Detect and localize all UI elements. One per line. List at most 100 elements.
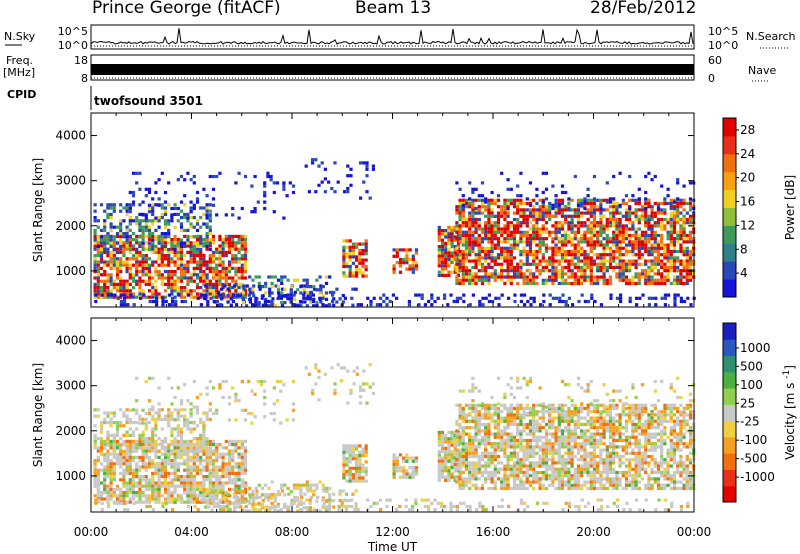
scatter-cell <box>348 476 352 480</box>
scatter-cell <box>619 293 623 297</box>
scatter-cell <box>147 465 152 469</box>
scatter-cell <box>163 459 168 463</box>
scatter-cell <box>455 467 459 471</box>
scatter-cell <box>273 496 277 500</box>
scatter-cell <box>183 446 187 450</box>
scatter-cell <box>453 466 457 470</box>
scatter-cell <box>364 469 368 474</box>
scatter-cell <box>576 253 581 257</box>
scatter-cell <box>672 214 677 218</box>
scatter-cell <box>461 480 465 484</box>
scatter-cell <box>147 408 152 412</box>
scatter-cell <box>647 237 651 241</box>
scatter-cell <box>99 446 104 450</box>
scatter-cell <box>157 437 161 441</box>
scatter-cell <box>147 232 152 236</box>
scatter-cell <box>234 481 238 485</box>
scatter-cell <box>618 237 622 241</box>
scatter-cell <box>335 287 339 291</box>
scatter-cell <box>679 243 683 247</box>
scatter-cell <box>106 247 110 251</box>
scatter-cell <box>170 213 174 217</box>
scatter-cell <box>244 304 249 308</box>
scatter-cell <box>580 203 584 207</box>
noise-tick-right-top: 10^5 <box>708 25 738 38</box>
scatter-cell <box>141 443 145 447</box>
scatter-cell <box>167 424 171 428</box>
scatter-cell <box>128 266 132 270</box>
scatter-cell <box>351 248 355 253</box>
scatter-cell <box>526 299 530 304</box>
scatter-cell <box>608 281 613 286</box>
scatter-cell <box>192 491 196 495</box>
scatter-cell <box>167 222 171 226</box>
scatter-cell <box>516 230 520 234</box>
scatter-cell <box>205 247 209 251</box>
scatter-cell <box>500 256 504 260</box>
scatter-cell <box>202 260 206 264</box>
scatter-cell <box>183 254 187 258</box>
scatter-cell <box>195 395 200 400</box>
scatter-cell <box>405 267 409 271</box>
scatter-cell <box>573 224 577 228</box>
scatter-cell <box>618 171 622 175</box>
scatter-cell <box>176 279 180 283</box>
scatter-cell <box>239 505 243 509</box>
scatter-cell <box>348 479 352 483</box>
scatter-cell <box>199 273 203 277</box>
scatter-cell <box>160 462 164 466</box>
scatter-cell <box>592 227 597 231</box>
scatter-cell <box>138 225 142 229</box>
scatter-cell <box>305 480 309 484</box>
scatter-cell <box>554 205 558 209</box>
scatter-cell <box>461 419 465 423</box>
scatter-cell <box>644 190 648 195</box>
scatter-cell <box>688 201 693 206</box>
scatter-cell <box>163 212 168 216</box>
scatter-cell <box>573 237 577 241</box>
scatter-cell <box>131 257 136 261</box>
scatter-cell <box>351 447 355 451</box>
scatter-cell <box>243 250 248 254</box>
scatter-cell <box>637 214 641 218</box>
scatter-cell <box>682 269 686 273</box>
scatter-cell <box>619 296 623 300</box>
scatter-cell <box>676 221 680 225</box>
scatter-cell <box>535 249 539 254</box>
scatter-cell <box>221 247 225 251</box>
scatter-cell <box>455 296 459 300</box>
scatter-cell <box>532 208 536 212</box>
scatter-cell <box>115 266 120 270</box>
scatter-cell <box>224 481 228 485</box>
scatter-cell <box>138 279 142 283</box>
scatter-cell <box>176 484 180 488</box>
scatter-cell <box>122 219 126 223</box>
scatter-cell <box>461 265 465 270</box>
scatter-cell <box>154 487 158 491</box>
scatter-cell <box>176 212 180 216</box>
scatter-cell <box>318 296 322 300</box>
scatter-cell <box>141 455 145 459</box>
scatter-cell <box>506 249 510 254</box>
scatter-cell <box>251 493 255 497</box>
scatter-cell <box>195 494 200 498</box>
scatter-cell <box>414 472 419 476</box>
scatter-cell <box>560 256 565 260</box>
scatter-cell <box>615 243 619 247</box>
scatter-cell <box>490 240 494 244</box>
scatter-cell <box>612 174 616 179</box>
scatter-cell <box>128 427 132 431</box>
scatter-cell <box>368 363 372 367</box>
scatter-cell <box>202 289 206 293</box>
scatter-cell <box>314 363 318 367</box>
scatter-cell <box>644 224 648 228</box>
scatter-cell <box>628 269 632 273</box>
scatter-cell <box>199 421 203 425</box>
scatter-cell <box>361 271 365 275</box>
scatter-cell <box>507 296 511 300</box>
scatter-cell <box>160 260 164 264</box>
scatter-cell <box>93 459 97 463</box>
scatter-cell <box>437 443 441 447</box>
scatter-cell <box>268 508 272 512</box>
scatter-cell <box>309 495 313 499</box>
